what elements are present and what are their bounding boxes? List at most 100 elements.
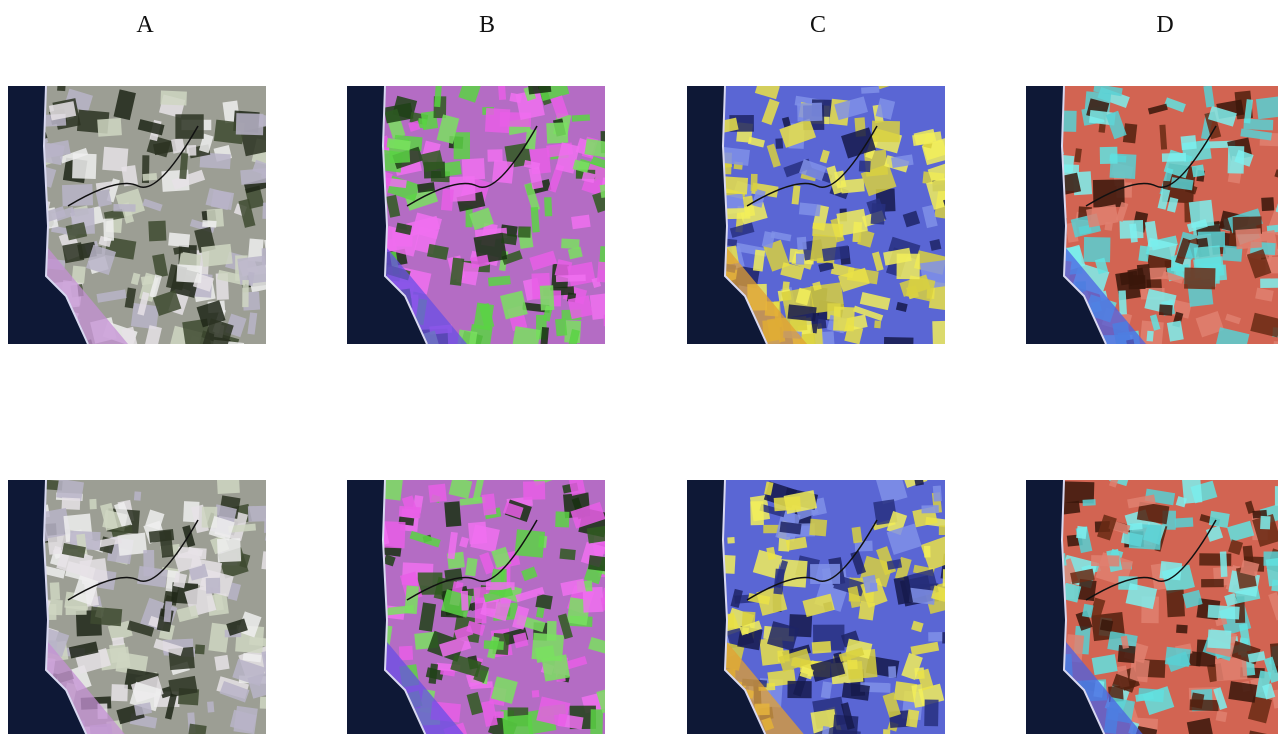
field-patch bbox=[160, 90, 187, 106]
field-patch bbox=[65, 605, 87, 615]
field-patch bbox=[468, 521, 488, 545]
field-patch bbox=[511, 326, 541, 344]
field-patch bbox=[721, 176, 749, 195]
field-patch bbox=[383, 545, 402, 557]
field-patch bbox=[124, 287, 137, 309]
field-patch bbox=[717, 146, 750, 166]
field-patch bbox=[581, 171, 596, 184]
field-patch bbox=[1227, 145, 1245, 174]
field-patch bbox=[408, 120, 421, 132]
field-patch bbox=[1245, 500, 1255, 514]
field-patch bbox=[1128, 523, 1162, 550]
field-patch bbox=[152, 253, 169, 278]
field-patch bbox=[465, 207, 473, 228]
field-patch bbox=[1146, 330, 1154, 342]
field-patch bbox=[1174, 237, 1191, 265]
field-patch bbox=[899, 274, 931, 297]
field-patch bbox=[1269, 641, 1278, 671]
field-patch bbox=[1260, 515, 1271, 530]
coastline bbox=[381, 86, 428, 344]
field-patch bbox=[1268, 592, 1278, 621]
field-patch bbox=[922, 204, 938, 229]
field-patch bbox=[1136, 501, 1170, 525]
field-patch bbox=[921, 505, 939, 514]
river bbox=[67, 519, 199, 601]
field-patch bbox=[1161, 271, 1184, 284]
field-patch bbox=[453, 132, 471, 160]
field-patch bbox=[531, 690, 540, 698]
field-patch bbox=[1166, 197, 1179, 213]
field-patch bbox=[555, 318, 568, 337]
field-patch bbox=[153, 140, 177, 156]
field-patch bbox=[1082, 603, 1094, 618]
field-patch bbox=[1074, 148, 1082, 163]
field-patch bbox=[747, 136, 765, 148]
field-patch bbox=[208, 516, 235, 541]
field-patch bbox=[61, 542, 86, 559]
field-patch bbox=[129, 681, 163, 712]
field-patch bbox=[914, 480, 924, 487]
field-patch bbox=[186, 723, 207, 734]
field-patch bbox=[931, 585, 945, 602]
field-patch bbox=[502, 714, 534, 734]
sea bbox=[1026, 86, 1106, 344]
field-patch bbox=[850, 550, 867, 575]
field-patch bbox=[173, 246, 183, 255]
field-patch bbox=[809, 282, 845, 314]
field-patch bbox=[780, 262, 805, 280]
field-patch bbox=[173, 572, 188, 589]
field-patch bbox=[142, 198, 163, 212]
field-patch bbox=[479, 552, 496, 575]
coastline bbox=[1060, 86, 1107, 344]
field-patch bbox=[201, 243, 233, 267]
field-patch bbox=[775, 138, 784, 149]
field-patch bbox=[730, 588, 743, 608]
sea bbox=[687, 86, 767, 344]
field-patch bbox=[450, 654, 482, 678]
field-patch bbox=[216, 480, 240, 495]
field-patch bbox=[472, 480, 484, 502]
field-patch bbox=[1195, 311, 1225, 338]
field-patch bbox=[1077, 578, 1097, 602]
field-patch bbox=[1093, 86, 1123, 97]
column-label: D bbox=[1156, 12, 1174, 38]
field-patch bbox=[1215, 710, 1228, 723]
field-patch bbox=[764, 481, 774, 496]
field-patch bbox=[444, 501, 462, 527]
field-patch bbox=[492, 160, 515, 184]
field-patch bbox=[539, 285, 555, 311]
field-patch bbox=[555, 511, 570, 528]
field-patch bbox=[550, 95, 569, 119]
field-patch bbox=[1145, 237, 1178, 261]
field-patch bbox=[1064, 481, 1095, 504]
field-patch bbox=[61, 497, 81, 510]
field-patch bbox=[875, 98, 896, 120]
field-patch bbox=[589, 291, 605, 320]
field-patch bbox=[1120, 635, 1129, 649]
field-patch bbox=[114, 501, 133, 529]
field-patch bbox=[487, 149, 503, 162]
field-patch bbox=[1252, 514, 1278, 547]
field-patch bbox=[86, 244, 117, 276]
field-patch bbox=[148, 220, 167, 242]
field-patch bbox=[929, 239, 942, 251]
field-patch bbox=[199, 152, 231, 170]
field-patch bbox=[924, 699, 939, 727]
field-patch bbox=[41, 507, 71, 539]
field-patch bbox=[1239, 560, 1260, 577]
field-patch bbox=[229, 709, 257, 733]
field-patch bbox=[547, 163, 565, 193]
field-patch bbox=[490, 676, 518, 704]
field-patch bbox=[71, 265, 86, 284]
field-patch bbox=[103, 218, 115, 241]
field-patch bbox=[528, 166, 544, 190]
field-patch bbox=[826, 165, 843, 195]
field-patch bbox=[1094, 257, 1109, 275]
field-patch bbox=[787, 304, 817, 322]
field-patch bbox=[871, 251, 884, 272]
field-patch bbox=[49, 582, 61, 601]
field-patch bbox=[1182, 589, 1203, 609]
field-patch bbox=[1227, 520, 1255, 542]
field-patch bbox=[911, 684, 926, 708]
field-patch bbox=[134, 702, 153, 716]
